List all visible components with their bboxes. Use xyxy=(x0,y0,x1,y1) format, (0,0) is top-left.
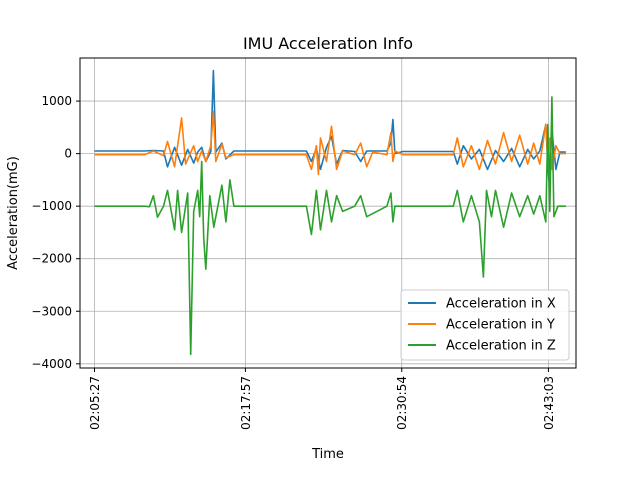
legend-label: Acceleration in Z xyxy=(446,339,556,354)
series-layer xyxy=(94,69,566,356)
series-line-3 xyxy=(94,96,566,356)
y-tick-label: −2000 xyxy=(31,252,72,266)
x-tick-label: 02:43:03 xyxy=(542,376,556,430)
x-tick-label: 02:17:57 xyxy=(239,376,253,430)
y-tick-label: 0 xyxy=(64,147,72,161)
legend: Acceleration in X Acceleration in Y Accele… xyxy=(400,289,570,361)
legend-label: Acceleration in X xyxy=(446,297,556,312)
chart-title: IMU Acceleration Info xyxy=(243,34,413,53)
y-axis: 1000 0 −1000 −2000 −3000 −4000 xyxy=(31,94,80,371)
legend-label: Acceleration in Y xyxy=(446,318,555,333)
y-tick-label: −4000 xyxy=(31,357,72,371)
y-tick-label: −3000 xyxy=(31,304,72,318)
x-axis-label: Time xyxy=(311,447,344,462)
y-axis-label: Acceleration(mG) xyxy=(6,156,21,270)
series-line-2 xyxy=(94,110,566,176)
x-tick-label: 02:05:27 xyxy=(88,376,102,430)
plot-area-frame xyxy=(79,57,577,369)
y-tick-label: −1000 xyxy=(31,199,72,213)
x-tick-label: 02:30:54 xyxy=(395,376,409,430)
x-axis: 02:05:27 02:17:57 02:30:54 02:43:03 xyxy=(88,368,556,430)
legend-box xyxy=(400,289,570,361)
y-tick-label: 1000 xyxy=(41,94,72,108)
